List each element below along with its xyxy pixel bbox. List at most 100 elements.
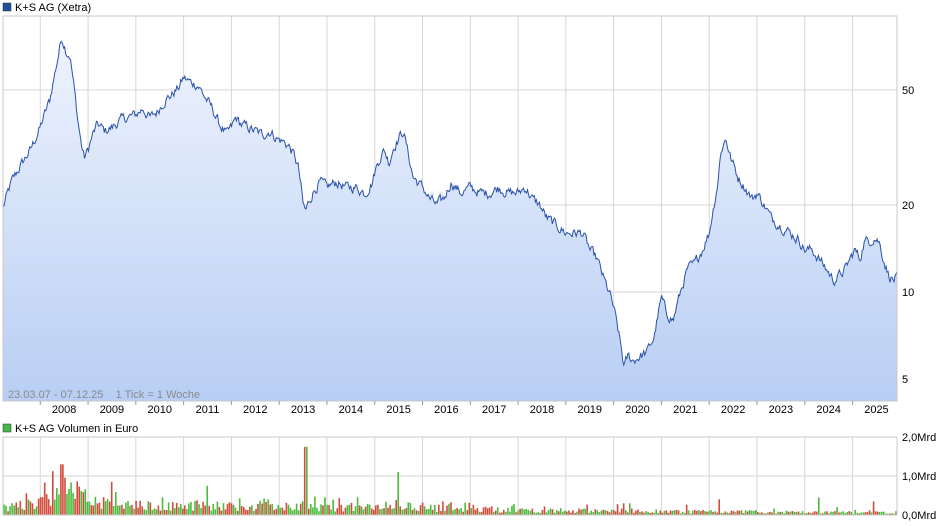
volume-bar bbox=[793, 511, 796, 515]
volume-bar bbox=[517, 510, 519, 515]
volume-bar bbox=[102, 497, 105, 515]
volume-bar bbox=[511, 505, 513, 515]
volume-bar bbox=[460, 508, 462, 515]
volume-bar bbox=[779, 511, 781, 515]
volume-bar bbox=[456, 508, 458, 515]
volume-bar bbox=[598, 512, 601, 515]
volume-bar bbox=[881, 511, 883, 515]
volume-bar bbox=[659, 510, 662, 515]
volume-bar bbox=[328, 505, 330, 515]
volume-bar bbox=[551, 509, 554, 515]
volume-bar bbox=[350, 502, 353, 515]
volume-bar bbox=[332, 499, 334, 515]
time-x-axis: 2008 2009 2010 2011 2012 2013 2014 2015 2016 2017… bbox=[39, 401, 889, 416]
x-tick-label: 2008 bbox=[52, 404, 76, 416]
x-tick-label: 2011 bbox=[196, 404, 220, 416]
volume-bar bbox=[405, 508, 408, 515]
volume-plot-frame bbox=[2, 436, 898, 516]
volume-bar bbox=[523, 509, 525, 515]
volume-bar bbox=[866, 512, 869, 515]
volume-bar bbox=[149, 502, 152, 515]
volume-bar bbox=[180, 504, 182, 515]
volume-bar bbox=[84, 489, 87, 515]
volume-bar bbox=[734, 512, 737, 515]
volume-bar bbox=[135, 500, 137, 515]
x-tick-label: 2012 bbox=[243, 404, 267, 416]
volume-bar bbox=[488, 507, 491, 515]
volume-bar bbox=[450, 502, 452, 515]
volume-bar bbox=[230, 503, 233, 515]
volume-bar bbox=[466, 510, 469, 515]
volume-bar bbox=[352, 511, 355, 515]
volume-bar bbox=[618, 512, 621, 515]
volume-bar bbox=[208, 505, 210, 515]
volume-bar bbox=[175, 503, 178, 515]
volume-bar bbox=[781, 511, 783, 515]
volume-bar bbox=[66, 494, 68, 515]
volume-bar bbox=[393, 508, 395, 515]
volume-bar bbox=[399, 506, 401, 515]
volume-bar bbox=[178, 507, 180, 515]
volume-bar bbox=[37, 498, 40, 515]
volume-bar bbox=[667, 512, 670, 515]
volume-bar bbox=[539, 512, 542, 515]
volume-bar bbox=[438, 504, 440, 515]
volume-bar bbox=[186, 509, 188, 515]
volume-bar bbox=[687, 510, 690, 515]
volume-bar bbox=[192, 510, 194, 515]
volume-bar bbox=[78, 486, 80, 515]
volume-bar bbox=[222, 503, 225, 515]
volume-bar bbox=[507, 508, 509, 515]
volume-bar bbox=[541, 510, 544, 515]
volume-bar bbox=[279, 507, 282, 515]
volume-bar bbox=[696, 510, 698, 515]
volume-bar bbox=[184, 505, 186, 515]
volume-bar bbox=[753, 511, 755, 515]
volume-bar bbox=[698, 510, 700, 515]
volume-bar bbox=[157, 505, 160, 515]
volume-bar bbox=[226, 503, 229, 515]
volume-bar bbox=[755, 510, 757, 515]
volume-bar bbox=[765, 513, 767, 515]
price-legend-swatch bbox=[2, 2, 12, 12]
volume-bar bbox=[620, 508, 623, 515]
volume-bar bbox=[600, 510, 603, 515]
volume-bar bbox=[283, 510, 286, 515]
volume-bar bbox=[293, 509, 296, 515]
volume-bar bbox=[856, 513, 859, 515]
volume-bar bbox=[815, 511, 818, 515]
volume-bar bbox=[712, 512, 714, 515]
volume-bar bbox=[204, 505, 206, 515]
volume-bar bbox=[159, 510, 162, 515]
volume-bar bbox=[746, 511, 749, 515]
volume-bar bbox=[474, 509, 477, 515]
x-tick-label: 2018 bbox=[530, 404, 554, 416]
volume-bar bbox=[557, 511, 560, 515]
x-tick-label: 2025 bbox=[864, 404, 888, 416]
volume-bar bbox=[119, 505, 121, 515]
volume-bar bbox=[627, 512, 629, 515]
volume-bar bbox=[247, 510, 249, 515]
volume-bar bbox=[570, 512, 572, 515]
volume-bar bbox=[232, 504, 235, 515]
volume-bar bbox=[291, 510, 294, 515]
volume-bar bbox=[338, 498, 341, 515]
volume-bar bbox=[813, 511, 816, 515]
price-y-tick-label: 50 bbox=[902, 85, 914, 97]
volume-bar bbox=[470, 508, 473, 515]
volume-bar bbox=[100, 508, 103, 515]
volume-bar bbox=[885, 513, 887, 515]
volume-bar bbox=[590, 510, 592, 515]
volume-bar bbox=[505, 511, 507, 515]
volume-bar bbox=[17, 507, 19, 515]
volume-bar bbox=[828, 513, 830, 515]
volume-bar bbox=[692, 510, 694, 515]
volume-bar bbox=[371, 508, 373, 515]
volume-bar bbox=[564, 510, 566, 515]
volume-bar bbox=[807, 512, 810, 515]
volume-bar bbox=[862, 512, 865, 515]
volume-y-tick-label: 1,0Mrd bbox=[902, 471, 936, 483]
volume-bar bbox=[271, 503, 273, 515]
volume-bar bbox=[484, 506, 487, 515]
volume-bar bbox=[60, 464, 62, 515]
